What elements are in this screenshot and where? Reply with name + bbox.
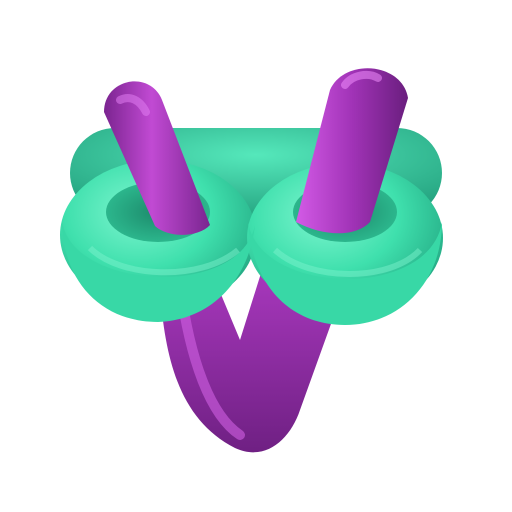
purple-tube-left-arm (104, 81, 210, 235)
purple-tube-right-arm (296, 68, 408, 234)
torus-front-lips (62, 220, 442, 325)
